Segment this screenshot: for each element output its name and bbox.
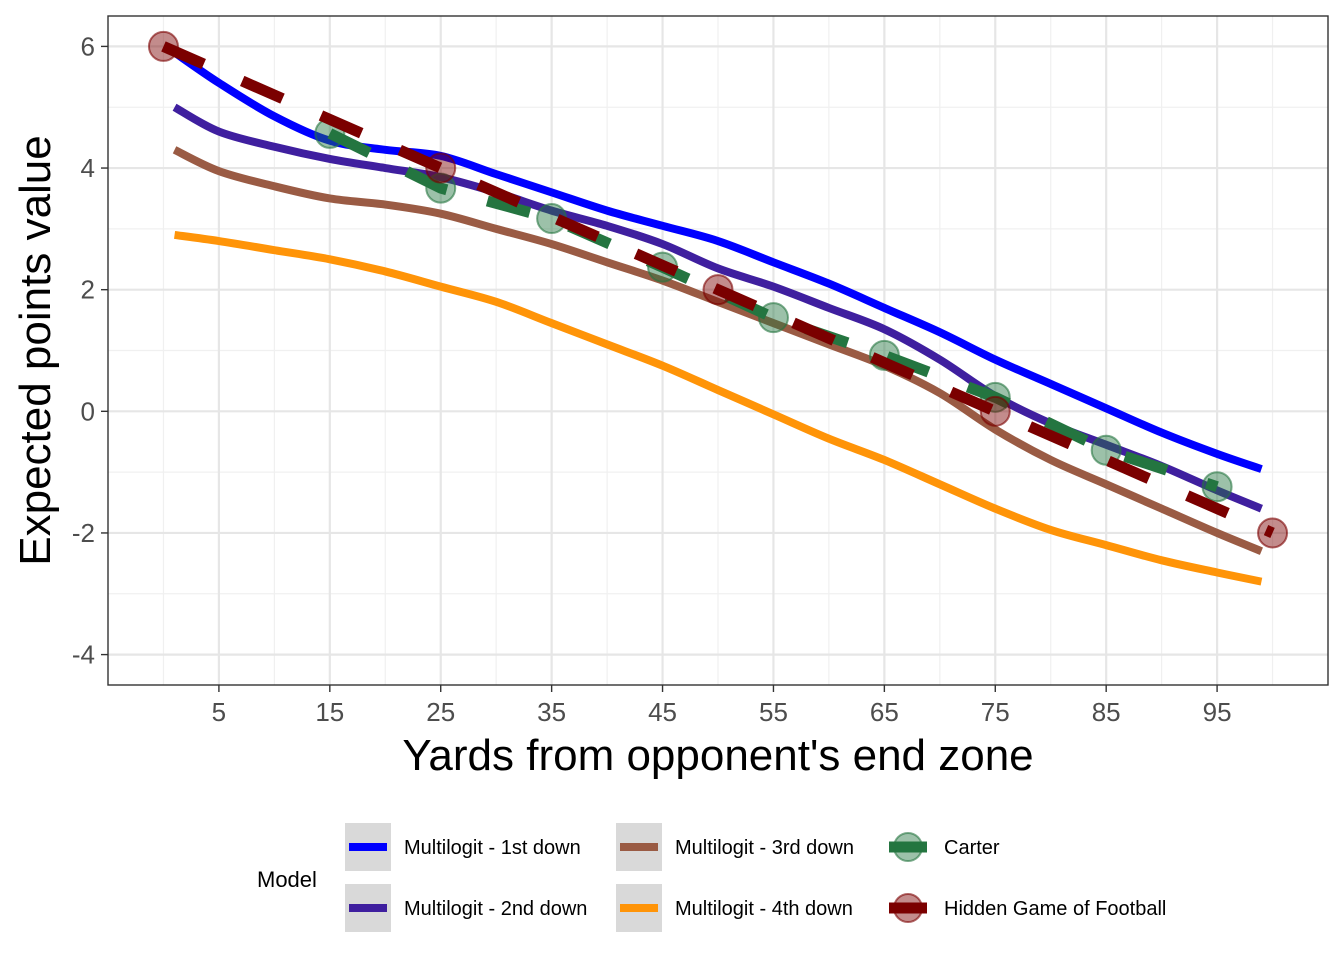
x-tick-label: 45 [648,697,677,727]
legend-key-point [893,893,923,923]
data-point-hidden-game-of-football [147,30,179,62]
data-point-hidden-game-of-football [425,152,457,184]
series-line-carter [327,128,1219,492]
legend-item-multilogit-1st-down: Multilogit - 1st down [345,823,581,871]
series-multilogit-2nd-down [172,103,1263,513]
legend-label: Multilogit - 4th down [675,898,853,920]
data-point-hidden-game-of-football [1257,517,1289,549]
data-point-hidden-game-of-football [979,395,1011,427]
legend-item-multilogit-3rd-down: Multilogit - 3rd down [616,823,854,871]
legend-label: Hidden Game of Football [944,898,1166,920]
series-layer [147,30,1289,586]
y-tick-label: 4 [81,153,95,183]
series-multilogit-3rd-down [172,146,1263,555]
legend-items: Multilogit - 1st down Multilogit - 2nd do… [345,823,1166,932]
series-line-hidden-game-of-football [161,41,1275,538]
y-tick-label: 0 [81,396,95,426]
y-axis-title: Expected points value [11,135,60,566]
legend-label: Multilogit - 1st down [404,837,581,859]
x-tick-label: 95 [1203,697,1232,727]
legend-item-carter: Carter [885,823,1000,871]
x-axis-title: Yards from opponent's end zone [402,731,1033,780]
legend-item-multilogit-4th-down: Multilogit - 4th down [616,884,853,932]
axis-ticks [101,45,1218,692]
minor-gridlines [108,16,1328,685]
legend-title: Model [257,867,317,892]
x-tick-label: 35 [537,697,566,727]
x-tick-labels: 5 15 25 35 45 55 65 75 85 95 [212,697,1232,727]
series-line-multilogit-2nd-down [172,103,1263,513]
x-tick-label: 65 [870,697,899,727]
legend-label: Multilogit - 2nd down [404,898,587,920]
data-point-carter [757,302,789,334]
plot-panel-border [107,15,1329,686]
y-tick-label: 6 [81,31,95,61]
x-tick-label: 75 [981,697,1010,727]
legend-item-hidden-game-of-football: Hidden Game of Football [885,884,1166,932]
series-line-multilogit-3rd-down [172,146,1263,555]
y-tick-label: 2 [81,275,95,305]
data-point-hidden-game-of-football [702,274,734,306]
x-tick-label: 15 [315,697,344,727]
legend-key-point [893,832,923,862]
x-tick-label: 55 [759,697,788,727]
series-hidden-game-of-football [147,30,1289,549]
y-tick-label: -4 [72,640,95,670]
legend-label: Carter [944,837,1000,859]
major-gridlines [108,16,1328,685]
x-tick-label: 85 [1092,697,1121,727]
data-point-carter [1201,471,1233,503]
x-tick-label: 5 [212,697,226,727]
y-tick-label: -2 [72,518,95,548]
legend-item-multilogit-2nd-down: Multilogit - 2nd down [345,884,587,932]
series-multilogit-4th-down [174,230,1263,586]
x-tick-label: 25 [426,697,455,727]
legend-label: Multilogit - 3rd down [675,837,854,859]
y-tick-labels: -4 -2 0 2 4 6 [72,31,95,669]
series-line-multilogit-4th-down [174,230,1263,586]
